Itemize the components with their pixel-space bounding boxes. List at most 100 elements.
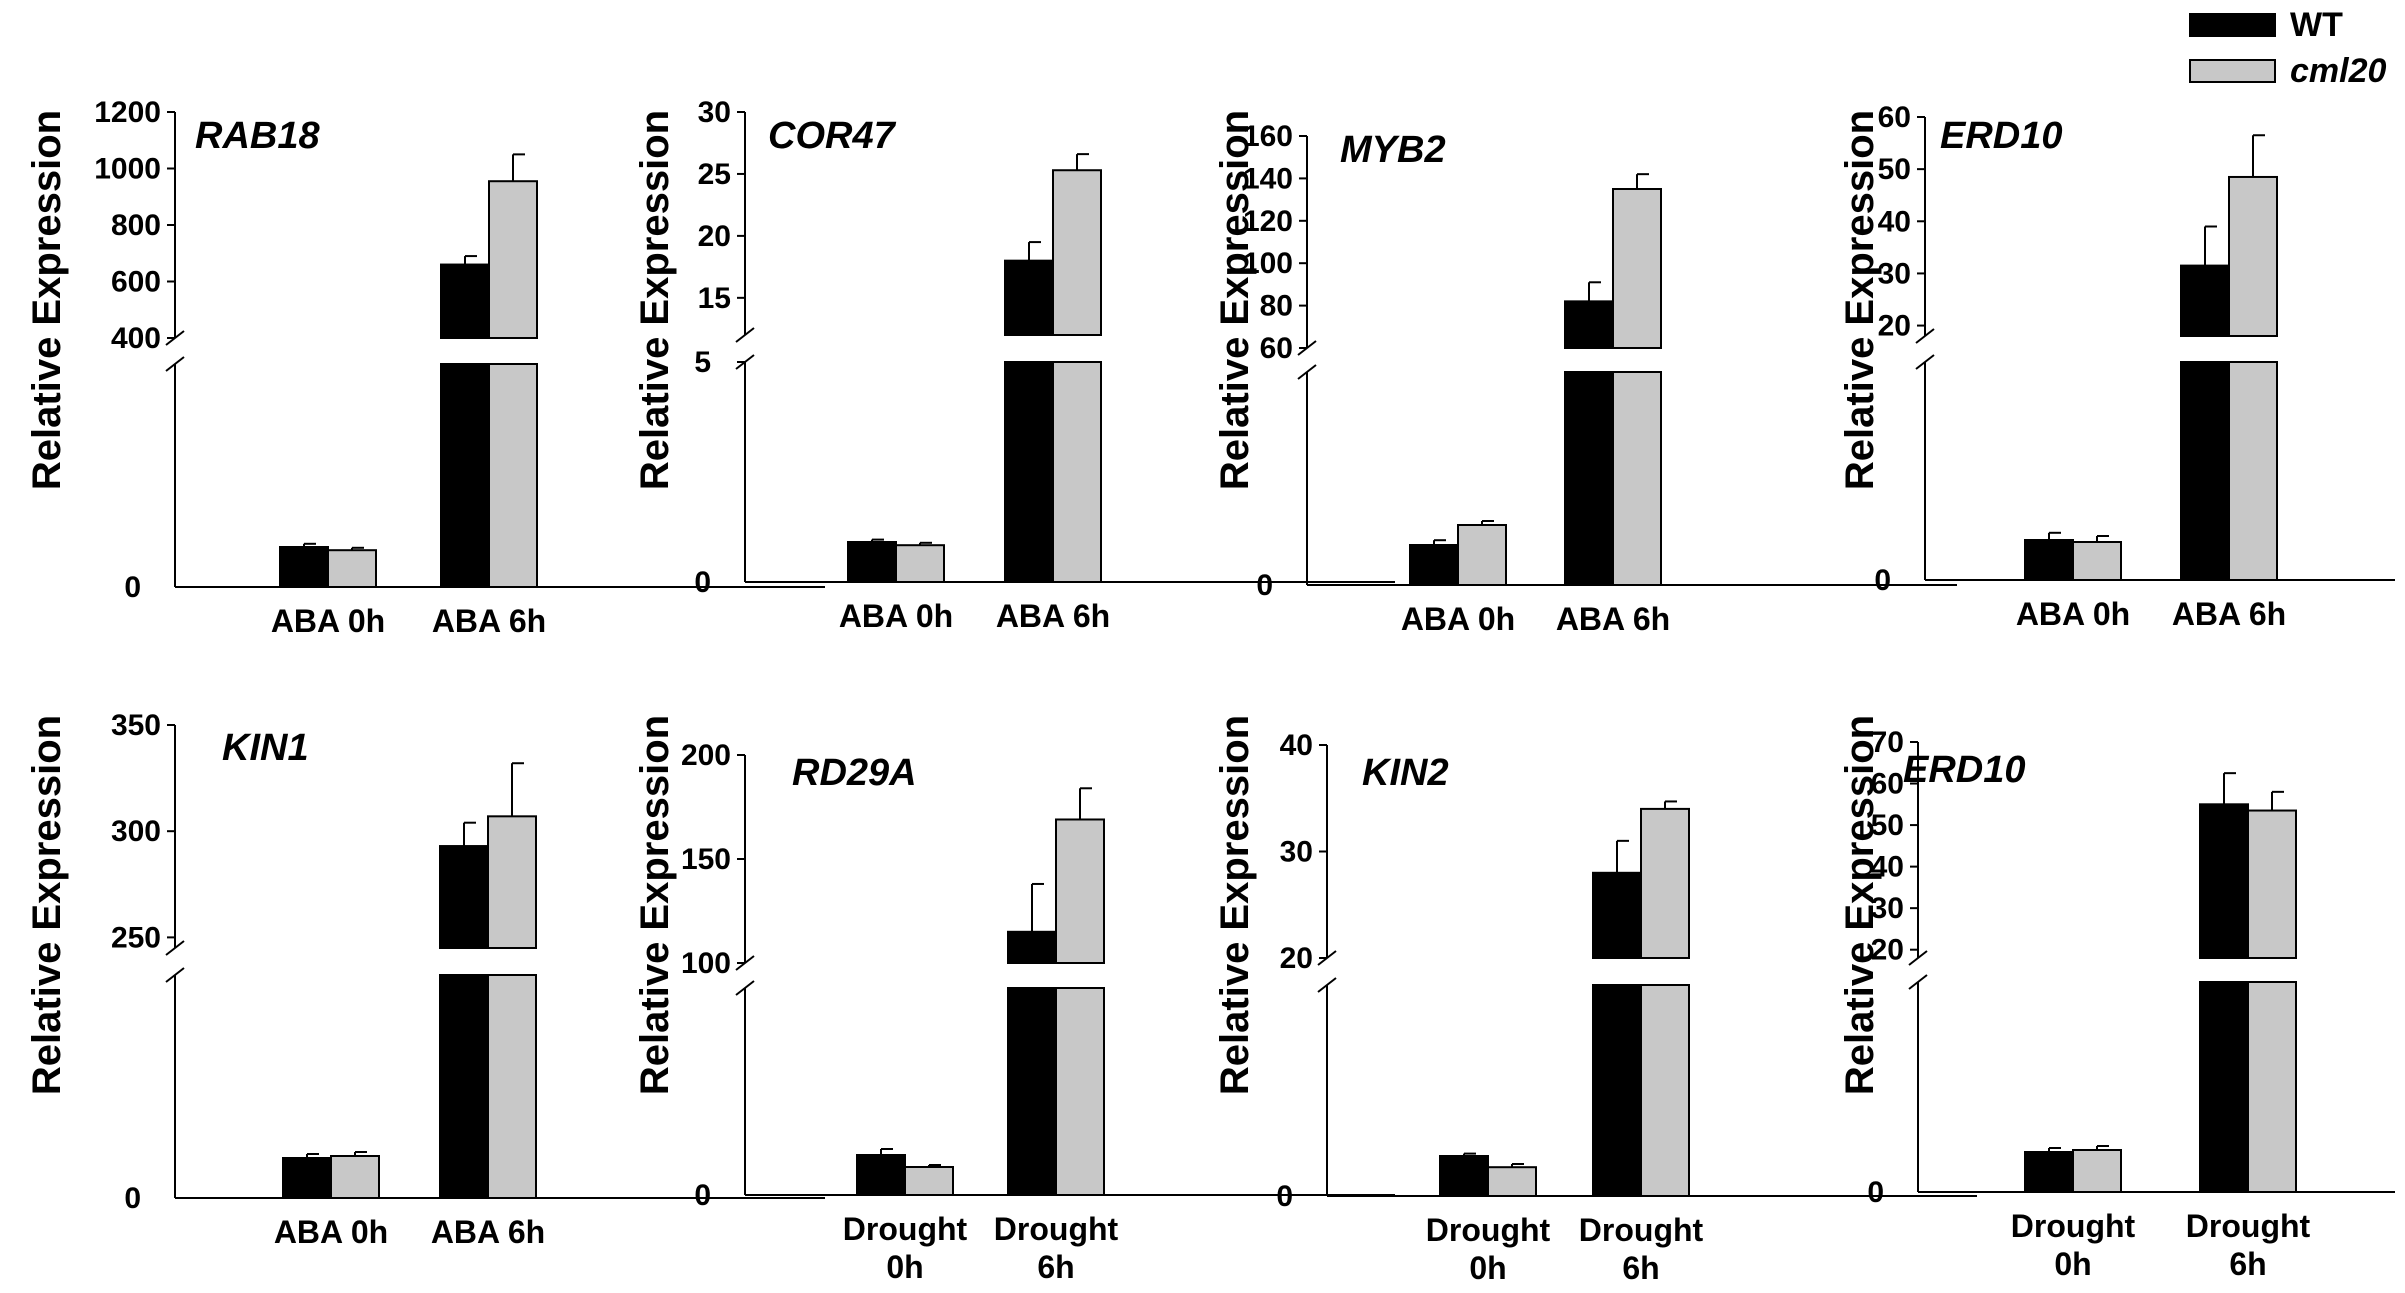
x-tick-label-line: 6h — [2229, 1246, 2266, 1282]
y-tick-label: 0 — [694, 1179, 711, 1212]
y-axis-label: Relative Expression — [633, 715, 677, 1095]
x-tick-label-line: ABA 0h — [274, 1214, 388, 1250]
bar-cml20-0 — [330, 1155, 380, 1199]
x-tick-label-line: ABA 6h — [431, 1214, 545, 1250]
y-axis-label: Relative Expression — [25, 715, 69, 1095]
x-tick-label-line: Drought — [1426, 1212, 1551, 1248]
bar-cml20-0 — [904, 1166, 954, 1196]
bar-WT-1 — [2199, 803, 2249, 959]
y-tick-label: 50 — [1871, 809, 1904, 842]
x-tick-label: ABA 0h — [271, 603, 385, 639]
x-tick-label-line: ABA 6h — [996, 598, 1110, 634]
x-tick-label: ABA 6h — [432, 603, 546, 639]
y-tick-label: 50 — [1878, 153, 1911, 186]
bar-WT-1-lower — [1592, 984, 1642, 1197]
x-tick-label-line: ABA 6h — [1556, 601, 1670, 637]
bar-cml20-0 — [2072, 541, 2122, 581]
axis-break-mark — [735, 980, 755, 996]
bar-cml20-1 — [1055, 818, 1105, 964]
y-tick-label: 25 — [698, 158, 731, 191]
x-tick-label-line: ABA 0h — [1401, 601, 1515, 637]
chart-title: RD29A — [792, 752, 917, 794]
x-tick-label: ABA 6h — [996, 598, 1110, 634]
y-tick-label: 0 — [1874, 564, 1891, 597]
bar-cml20-0 — [327, 549, 377, 589]
x-tick-label-line: 6h — [1622, 1250, 1659, 1286]
axis-break-mark — [1297, 364, 1317, 380]
axis-break-mark — [1915, 328, 1935, 344]
bar-cml20-0 — [2072, 1149, 2122, 1193]
bar-cml20-1 — [2228, 175, 2278, 337]
y-tick-label: 0 — [1256, 569, 1273, 602]
bar-cml20-1-lower — [488, 363, 538, 588]
bar-cml20-0 — [895, 544, 945, 584]
y-tick-label: 15 — [698, 282, 731, 315]
bar-cml20-1 — [1612, 188, 1662, 349]
chart-panel-4: 20 30 40 50 60 0 ERD10 Relative Expression ABA 0… — [1838, 101, 2395, 632]
bar-WT-1 — [1592, 871, 1642, 959]
chart-title: MYB2 — [1340, 129, 1446, 171]
x-tick-label-line: ABA 0h — [2016, 596, 2130, 632]
bar-cml20-1-lower — [1052, 361, 1102, 583]
bar-WT-1 — [2180, 264, 2230, 338]
y-tick-label: 0 — [124, 1182, 141, 1215]
bar-WT-0 — [2024, 1151, 2074, 1193]
y-tick-label: 0 — [1276, 1180, 1293, 1213]
bar-cml20-1 — [1052, 169, 1102, 336]
x-tick-label-line: Drought — [994, 1211, 1119, 1247]
y-tick-label: 140 — [1243, 162, 1293, 195]
x-tick-label: Drought 6h — [994, 1211, 1119, 1285]
y-tick-label: 30 — [1871, 892, 1904, 925]
x-tick-label: Drought 6h — [2186, 1208, 2311, 1282]
bar-WT-1 — [439, 845, 489, 949]
x-tick-label: Drought 0h — [843, 1211, 968, 1285]
chart-panel-2: 15 20 25 30 0 5 COR47 Relative Expression ABA 0h… — [633, 96, 1395, 634]
legend: WT cml20 — [2189, 6, 2386, 90]
chart-title: ERD10 — [1903, 749, 2026, 791]
x-tick-label-line: 0h — [886, 1249, 923, 1285]
y-tick-label: 60 — [1871, 768, 1904, 801]
y-tick-label: 20 — [1280, 942, 1313, 975]
x-tick-label: Drought 0h — [2011, 1208, 2136, 1282]
bar-WT-0 — [279, 546, 329, 588]
x-tick-label: ABA 6h — [431, 1214, 545, 1250]
y-tick-label: 60 — [1878, 101, 1911, 134]
chart-panel-1: 400 600 800 1000 1200 0 RAB18 Relative Expressi… — [25, 96, 825, 639]
bar-WT-1 — [1564, 300, 1614, 349]
axis-break-mark — [165, 356, 185, 372]
x-tick-label-line: Drought — [2011, 1208, 2136, 1244]
x-tick-label-line: 6h — [1037, 1249, 1074, 1285]
y-tick-label: 400 — [111, 322, 161, 355]
axis-break-mark — [1908, 950, 1928, 966]
bar-WT-1-lower — [440, 363, 490, 588]
bar-cml20-1 — [488, 180, 538, 339]
x-tick-label-line: ABA 0h — [839, 598, 953, 634]
bar-cml20-1-lower — [487, 974, 537, 1199]
y-tick-label: 350 — [111, 709, 161, 742]
bar-WT-0 — [847, 541, 897, 583]
axis-break-mark — [1908, 974, 1928, 990]
x-tick-label: Drought 6h — [1579, 1212, 1704, 1286]
x-tick-label: ABA 0h — [839, 598, 953, 634]
chart-title: COR47 — [768, 115, 897, 157]
axis-break-mark — [165, 940, 185, 956]
axis-break-mark — [165, 967, 185, 983]
y-axis-label: Relative Expression — [1838, 715, 1882, 1095]
bar-cml20-1 — [1640, 807, 1690, 960]
legend-label-0: WT — [2290, 6, 2343, 44]
bar-WT-0 — [1409, 544, 1459, 586]
axis-break-mark — [1915, 354, 1935, 370]
y-axis-label: Relative Expression — [1838, 110, 1882, 490]
bar-WT-1 — [1007, 930, 1057, 964]
y-tick-label: 1000 — [94, 153, 161, 186]
chart-title: KIN1 — [222, 727, 309, 769]
x-tick-label: ABA 0h — [274, 1214, 388, 1250]
x-tick-label-line: ABA 6h — [432, 603, 546, 639]
chart-panel-8: 20 30 40 50 60 70 0 ERD10 Relative Expression Dro… — [1838, 715, 2395, 1282]
bar-cml20-1 — [2247, 809, 2297, 959]
y-tick-label: 70 — [1871, 726, 1904, 759]
x-tick-label: ABA 6h — [1556, 601, 1670, 637]
y-tick-label: 5 — [694, 346, 711, 379]
